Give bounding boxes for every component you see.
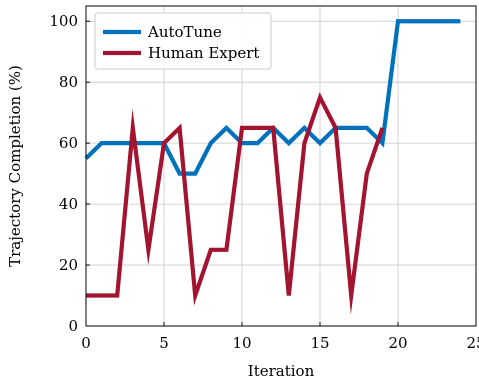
legend-label-0: AutoTune (147, 23, 222, 41)
legend-label-1: Human Expert (148, 44, 259, 62)
x-tick-label: 15 (310, 334, 329, 352)
y-tick-label: 40 (59, 195, 78, 213)
x-tick-label: 10 (232, 334, 251, 352)
y-axis-title: Trajectory Completion (%) (6, 65, 24, 267)
x-axis-ticks: 0 5 10 15 20 25 (81, 322, 479, 352)
x-tick-label: 5 (159, 334, 169, 352)
y-tick-label: 0 (68, 317, 78, 335)
series-line-1 (86, 92, 385, 315)
x-axis-title: Iteration (248, 362, 315, 380)
y-axis-ticks: 0 20 40 60 80 100 (49, 12, 90, 335)
x-tick-label: 20 (388, 334, 407, 352)
y-tick-label: 80 (59, 73, 78, 91)
series-lines (84, 19, 461, 315)
x-tick-label: 0 (81, 334, 91, 352)
y-tick-label: 60 (59, 134, 78, 152)
y-tick-label: 100 (49, 12, 78, 30)
y-tick-label: 20 (59, 256, 78, 274)
plot-frame (85, 5, 477, 327)
legend: AutoTune Human Expert (94, 12, 272, 70)
x-tick-label: 25 (466, 334, 479, 352)
